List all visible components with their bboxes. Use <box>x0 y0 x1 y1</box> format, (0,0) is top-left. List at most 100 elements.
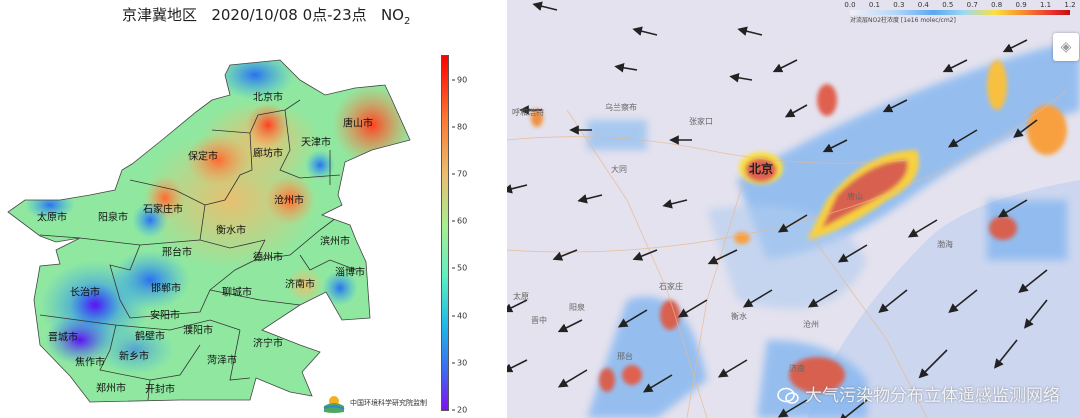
colorbar-tick: 0.8 <box>991 1 1003 9</box>
title-pollutant: NO <box>380 6 404 24</box>
colorbar-tick: 40 <box>452 311 467 320</box>
wind-arrow <box>994 339 1018 369</box>
colorbar-tick: 90 <box>452 75 467 84</box>
no2-colorbar <box>441 55 449 411</box>
wind-arrow <box>717 359 748 378</box>
satellite-map <box>507 1 1080 418</box>
wind-arrow <box>642 374 673 393</box>
colorbar-tick: 0.5 <box>942 1 954 9</box>
wind-arrow <box>614 63 638 73</box>
sun-logo-icon <box>323 396 345 413</box>
wind-arrow <box>907 219 938 238</box>
city-label: 滨州市 <box>320 236 350 248</box>
wind-arrow <box>729 73 753 83</box>
city-label: 石家庄市 <box>143 204 183 216</box>
title-pollutant-subscript: 2 <box>403 16 411 27</box>
city-label: 廊坊市 <box>253 148 283 160</box>
wind-arrow <box>777 214 808 233</box>
wind-arrow <box>947 129 978 148</box>
place-label-tangshan: 唐山 <box>847 192 863 201</box>
colorbar-tick: 0.7 <box>966 1 978 9</box>
city-label: 长治市 <box>70 287 100 299</box>
wechat-icon <box>777 387 799 404</box>
colorbar-label: 对流层NO2柱浓度 [1e16 molec/cm2] <box>850 17 956 24</box>
colorbar-tick: 1.1 <box>1039 1 1052 9</box>
colorbar-tick: 0.3 <box>893 1 905 9</box>
wind-arrow <box>784 104 808 118</box>
colorbar-tick: 70 <box>452 170 467 179</box>
city-label: 邯郸市 <box>151 283 181 295</box>
city-label: 济南市 <box>285 279 315 291</box>
wind-arrow <box>882 99 908 113</box>
no2-concentration-map-panel: 京津冀地区 2020/10/08 0点-23点 NO2 北京市唐山市 天津市廊坊市… <box>0 0 505 418</box>
wind-arrow <box>742 289 773 308</box>
city-label: 鹤壁市 <box>135 331 165 343</box>
wind-arrow <box>507 359 528 373</box>
place-label-taiyuan: 太原 <box>513 292 529 301</box>
wind-arrow <box>822 139 848 153</box>
wind-arrow <box>737 26 763 36</box>
region-map <box>7 59 411 403</box>
wind-arrow <box>1024 299 1048 329</box>
place-label-xingtai: 邢台 <box>617 352 633 361</box>
wind-arrow <box>632 26 658 36</box>
place-label-bohai: 渤海 <box>937 240 953 249</box>
city-label: 沧州市 <box>274 195 304 207</box>
wind-arrow <box>507 184 528 194</box>
place-label-jinzhong: 晋中 <box>531 316 547 325</box>
city-label: 开封市 <box>145 384 175 396</box>
wind-arrow <box>942 59 968 73</box>
place-label-jinan: 济南 <box>789 364 805 373</box>
colorbar-tick: 1.2 <box>1064 1 1076 9</box>
city-label: 济宁市 <box>253 338 283 350</box>
city-label: 保定市 <box>188 151 218 163</box>
colorbar-tick: 0.4 <box>917 1 929 9</box>
wind-arrow <box>632 249 658 261</box>
city-label: 淄博市 <box>335 267 365 279</box>
wind-arrow <box>677 299 708 318</box>
city-label: 唐山市 <box>343 118 373 130</box>
title-region: 京津冀地区 <box>122 6 198 24</box>
place-label-hengshui: 衡水 <box>731 312 747 321</box>
wind-arrow <box>557 319 583 333</box>
wind-arrow <box>507 299 528 313</box>
city-label: 衡水市 <box>216 225 246 237</box>
place-label-ulanqab: 乌兰察布 <box>605 103 637 112</box>
place-label-shijiazhuang: 石家庄 <box>659 282 683 291</box>
wind-arrow <box>557 369 588 388</box>
no2-column-colorbar <box>850 10 1070 15</box>
colorbar-tick: 30 <box>452 358 467 367</box>
colorbar-tick: 0.1 <box>868 1 881 9</box>
wind-arrow <box>772 59 798 73</box>
wind-arrow <box>838 399 868 418</box>
colorbar-tick: 20 <box>452 406 467 415</box>
watermark-text: 大气污染物分布立体遥感监测网络 <box>805 386 1060 406</box>
wind-arrow <box>1018 269 1048 293</box>
city-label: 邢台市 <box>162 247 192 259</box>
place-label-zhangjiakou: 张家口 <box>689 117 713 126</box>
place-label-datong: 大同 <box>611 165 627 174</box>
colorbar-tick: 0.0 <box>844 1 856 9</box>
credit-logo: 中国环境科学研究院监制 <box>322 392 427 414</box>
title-hours: 0点-23点 <box>302 6 367 24</box>
place-label-beijing: 北京 <box>749 162 774 176</box>
colorbar-tick: 80 <box>452 122 467 131</box>
city-label: 聊城市 <box>222 287 252 299</box>
city-label: 濮阳市 <box>183 325 213 337</box>
wind-arrow <box>707 249 738 265</box>
wind-arrow <box>1002 39 1028 53</box>
place-label-yangquan: 阳泉 <box>569 303 585 312</box>
city-label: 焦作市 <box>75 357 105 369</box>
title-date: 2020/10/08 <box>211 6 298 24</box>
satellite-no2-map-panel: 呼和浩特 乌兰察布 张家口 大同 北京 唐山 渤海 石家庄 太原 晋中 阳泉 衡水 沧州 邢台 济南 0.0… <box>507 0 1080 418</box>
city-label: 阳泉市 <box>98 212 128 224</box>
wind-arrow <box>1013 119 1038 138</box>
city-label: 天津市 <box>301 137 331 149</box>
wind-arrow <box>532 1 558 11</box>
layers-button[interactable]: ◈ <box>1053 33 1079 61</box>
wind-arrow <box>662 199 688 209</box>
place-label-cangzhou: 沧州 <box>803 320 819 329</box>
city-label: 北京市 <box>253 92 283 104</box>
city-label: 安阳市 <box>150 310 180 322</box>
layers-icon: ◈ <box>1060 39 1072 55</box>
